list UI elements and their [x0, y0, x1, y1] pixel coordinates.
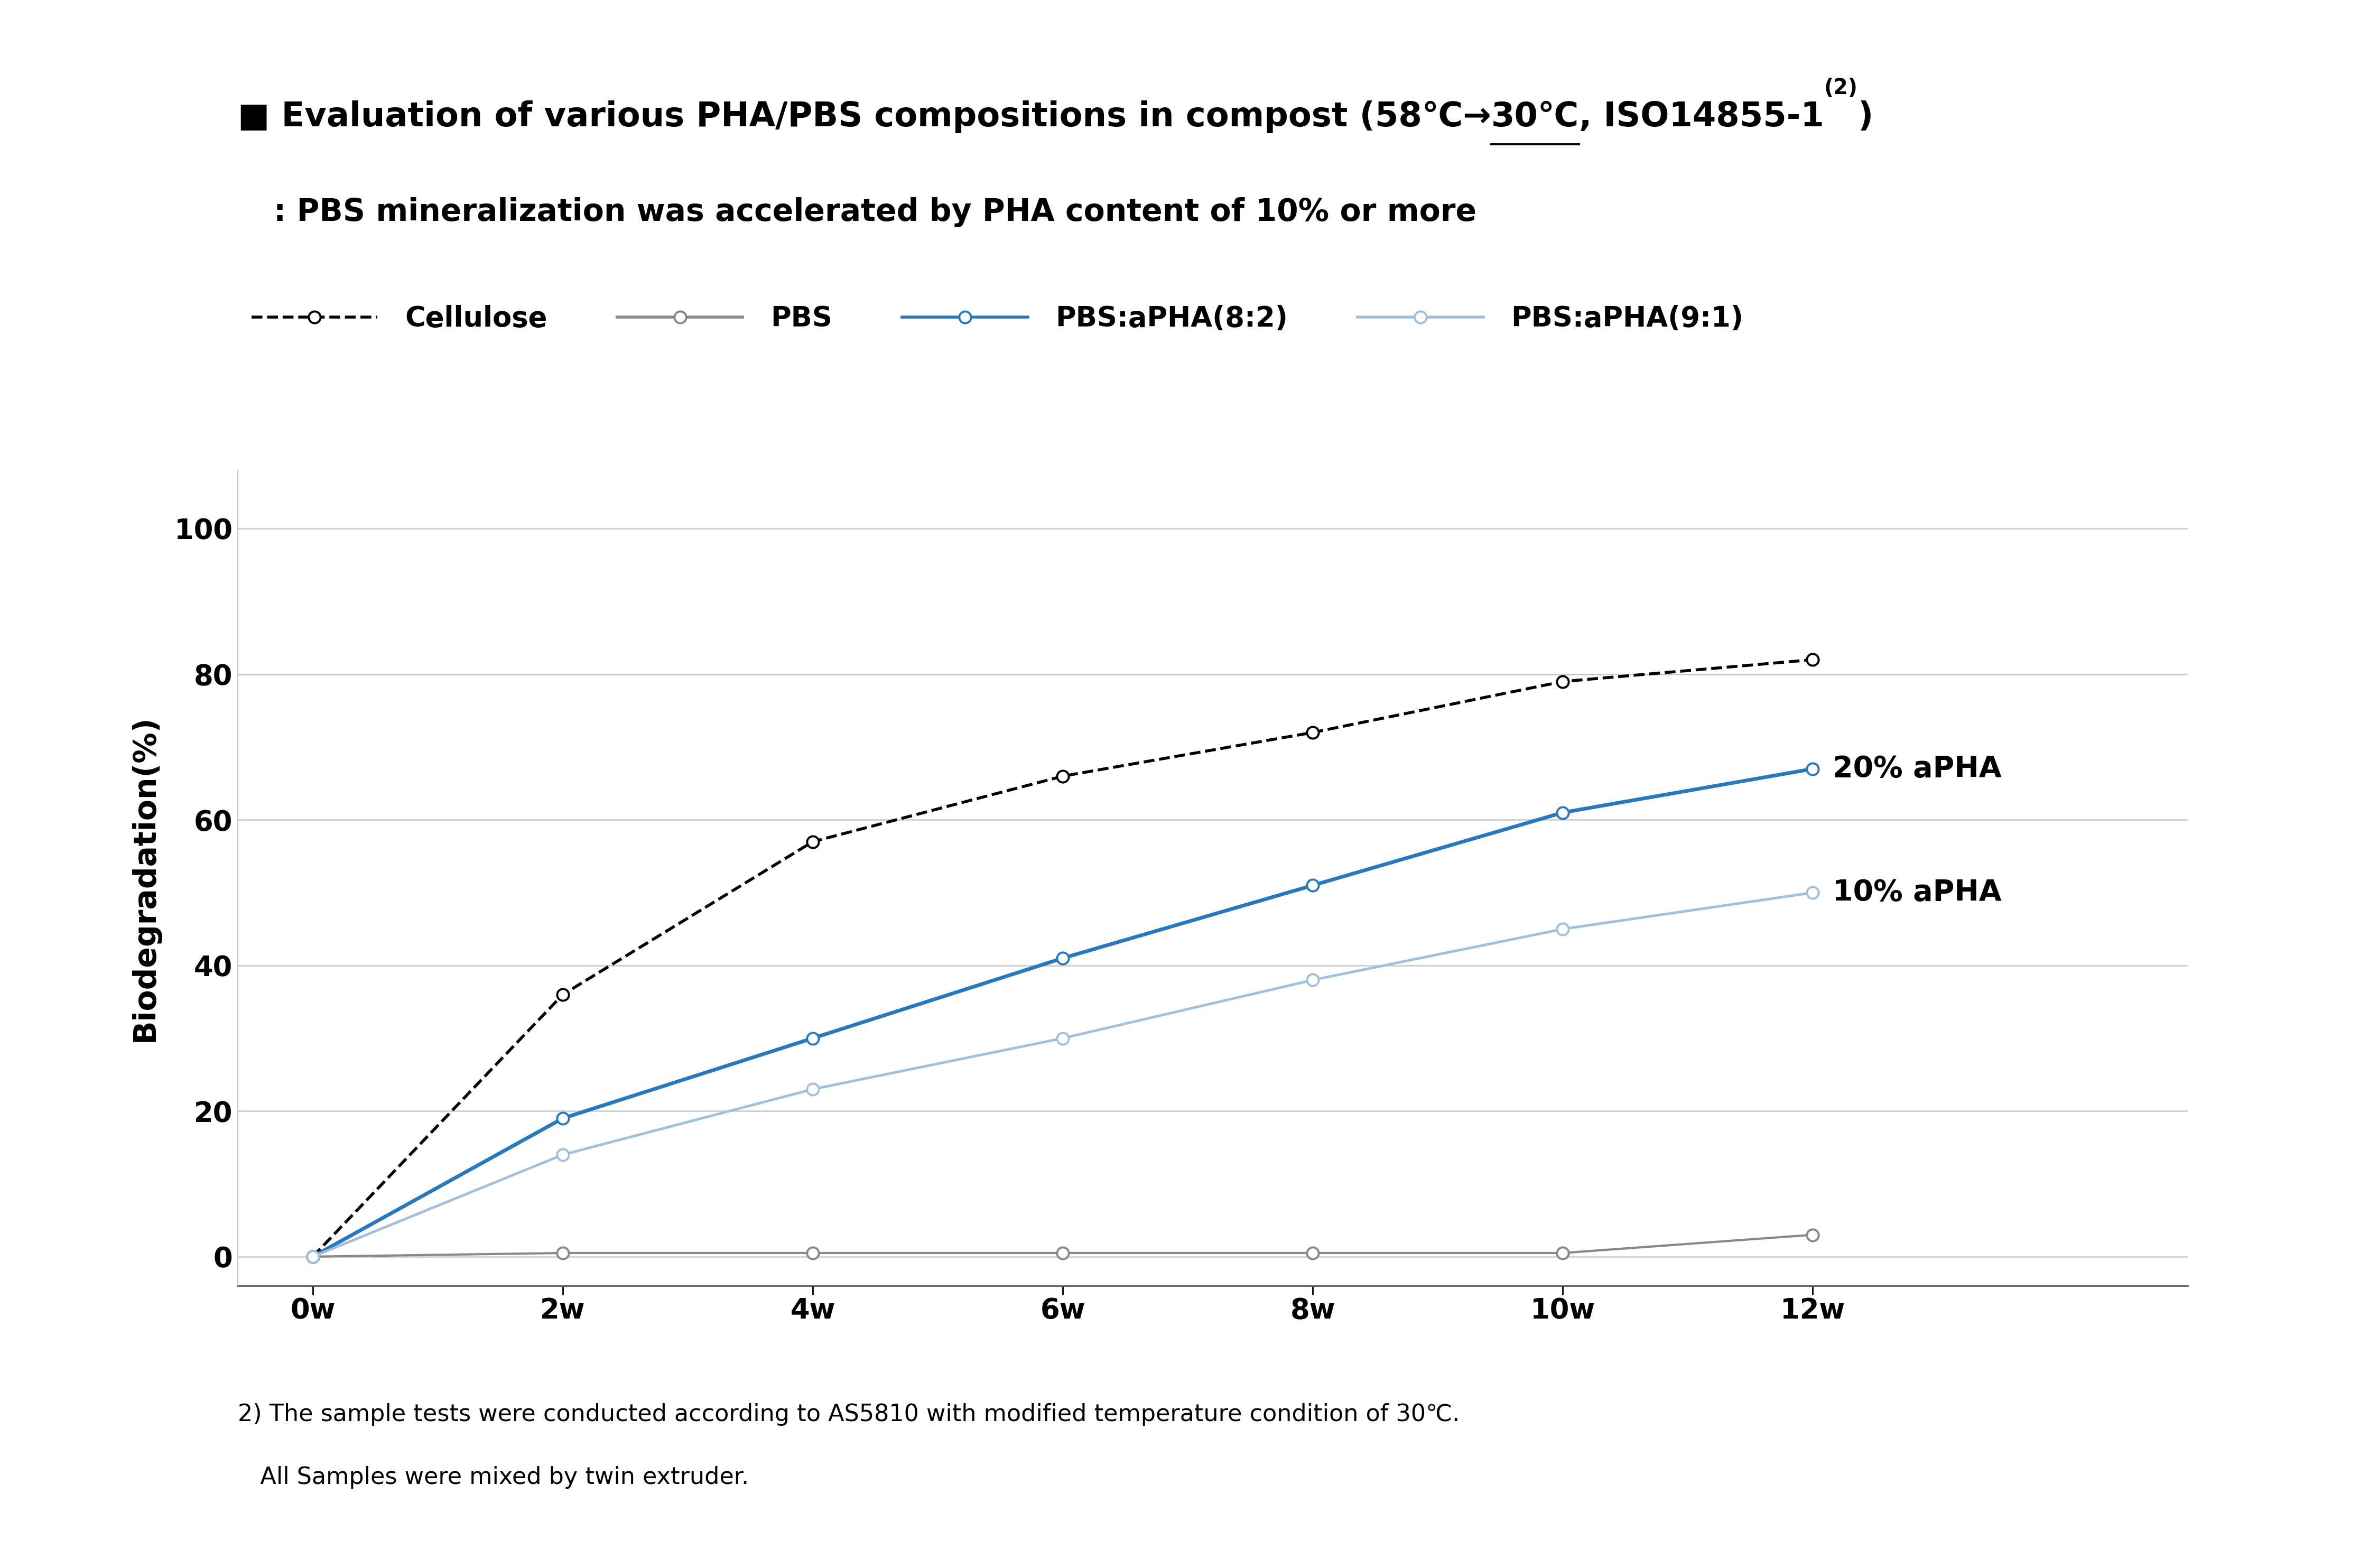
Y-axis label: Biodegradation(%): Biodegradation(%): [131, 715, 159, 1041]
Legend: Cellulose, PBS, PBS:aPHA(8:2), PBS:aPHA(9:1): Cellulose, PBS, PBS:aPHA(8:2), PBS:aPHA(…: [252, 304, 1743, 332]
Text: ■ Evaluation of various PHA/PBS compositions in compost (58℃→: ■ Evaluation of various PHA/PBS composit…: [238, 100, 1491, 133]
Text: ): ): [1857, 100, 1874, 133]
Text: 20% aPHA: 20% aPHA: [1833, 754, 2002, 782]
Text: , ISO14855-1: , ISO14855-1: [1579, 100, 1824, 133]
Text: All Samples were mixed by twin extruder.: All Samples were mixed by twin extruder.: [238, 1466, 749, 1488]
Text: (2): (2): [1824, 78, 1857, 99]
Text: 30℃: 30℃: [1491, 100, 1579, 133]
Text: 2) The sample tests were conducted according to AS5810 with modified temperature: 2) The sample tests were conducted accor…: [238, 1403, 1460, 1425]
Text: 10% aPHA: 10% aPHA: [1833, 878, 2002, 906]
Text: : PBS mineralization was accelerated by PHA content of 10% or more: : PBS mineralization was accelerated by …: [273, 198, 1477, 227]
